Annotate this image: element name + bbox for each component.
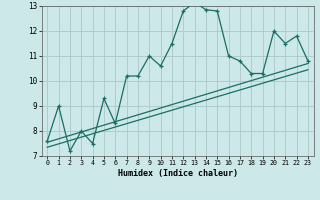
X-axis label: Humidex (Indice chaleur): Humidex (Indice chaleur) <box>118 169 237 178</box>
